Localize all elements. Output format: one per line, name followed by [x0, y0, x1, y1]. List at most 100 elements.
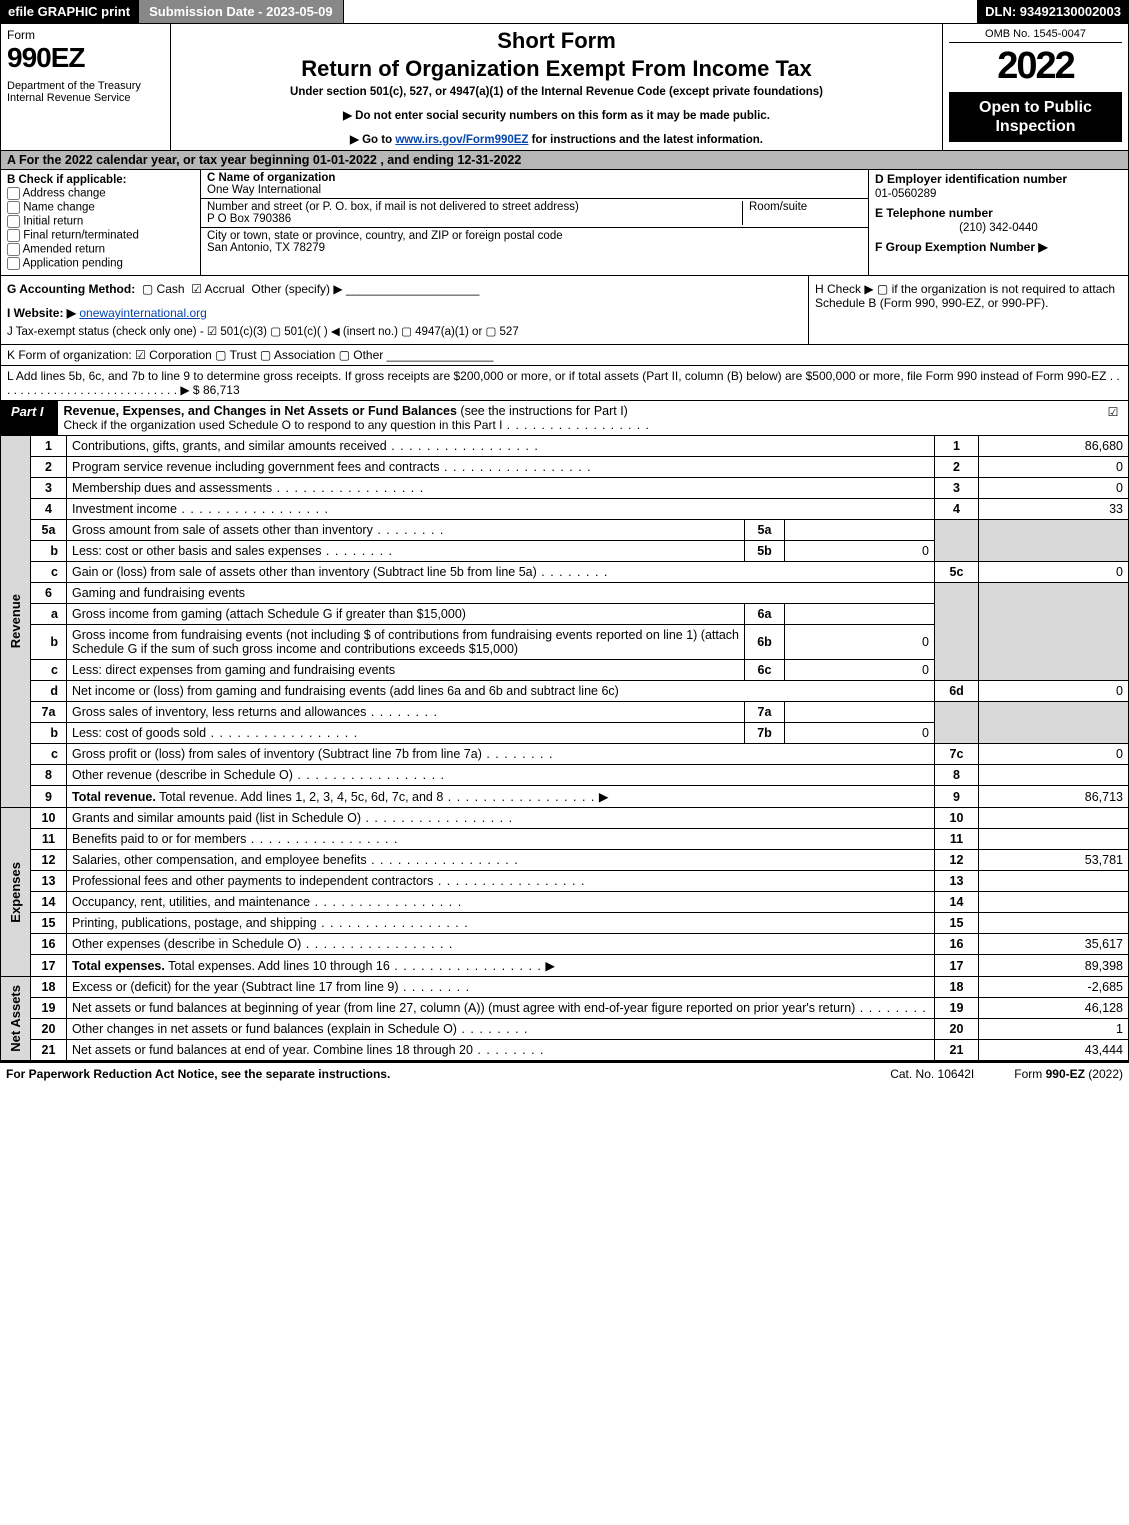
form-word: Form	[7, 28, 164, 42]
ln9-desc: Total revenue. Total revenue. Add lines …	[67, 786, 935, 808]
chk-application-pending[interactable]: Application pending	[7, 257, 194, 270]
omb-number: OMB No. 1545-0047	[949, 28, 1122, 43]
chk-amended-return[interactable]: Amended return	[7, 243, 194, 256]
row-l: L Add lines 5b, 6c, and 7b to line 9 to …	[0, 366, 1129, 401]
ln2-desc: Program service revenue including govern…	[67, 457, 935, 478]
ln8-desc: Other revenue (describe in Schedule O)	[67, 765, 935, 786]
main-title: Return of Organization Exempt From Incom…	[179, 56, 934, 82]
h-box: H Check ▶ ▢ if the organization is not r…	[808, 276, 1128, 344]
j-tax-exempt: J Tax-exempt status (check only one) - ☑…	[7, 324, 802, 338]
ln12-desc: Salaries, other compensation, and employ…	[67, 850, 935, 871]
ln7a-desc: Gross sales of inventory, less returns a…	[67, 702, 745, 723]
header-right: OMB No. 1545-0047 2022 Open to Public In…	[943, 24, 1128, 150]
ln6d-desc: Net income or (loss) from gaming and fun…	[67, 681, 935, 702]
ln1-desc: Contributions, gifts, grants, and simila…	[67, 436, 935, 457]
part1-tag: Part I	[1, 401, 58, 435]
goto-line: ▶ Go to www.irs.gov/Form990EZ for instru…	[179, 132, 934, 146]
part1-header: Part I Revenue, Expenses, and Changes in…	[0, 401, 1129, 436]
chk-initial-return[interactable]: Initial return	[7, 215, 194, 228]
row-a-tax-year: A For the 2022 calendar year, or tax yea…	[0, 151, 1129, 170]
ln11-desc: Benefits paid to or for members	[67, 829, 935, 850]
short-form-title: Short Form	[179, 28, 934, 54]
efile-label[interactable]: efile GRAPHIC print	[0, 0, 138, 23]
ln5a-desc: Gross amount from sale of assets other t…	[67, 520, 745, 541]
d-ein-value: 01-0560289	[875, 188, 1122, 200]
ln6a-desc: Gross income from gaming (attach Schedul…	[67, 604, 745, 625]
col-b: B Check if applicable: Address change Na…	[1, 170, 201, 275]
i-website: I Website: ▶ onewayinternational.org	[7, 306, 802, 320]
ln17-desc: Total expenses. Total expenses. Add line…	[67, 955, 935, 977]
submission-date: Submission Date - 2023-05-09	[138, 0, 344, 23]
page-footer: For Paperwork Reduction Act Notice, see …	[0, 1061, 1129, 1085]
i-website-link[interactable]: onewayinternational.org	[79, 306, 206, 320]
ln21-desc: Net assets or fund balances at end of ye…	[67, 1040, 935, 1061]
part1-checkbox[interactable]: ☑	[1098, 401, 1128, 435]
goto-link[interactable]: www.irs.gov/Form990EZ	[395, 134, 528, 146]
vlabel-netassets: Net Assets	[6, 981, 25, 1056]
dln-label: DLN: 93492130002003	[977, 0, 1129, 23]
g-label: G Accounting Method:	[7, 282, 135, 296]
ln6-desc: Gaming and fundraising events	[67, 583, 935, 604]
chk-name-change[interactable]: Name change	[7, 201, 194, 214]
l-text: L Add lines 5b, 6c, and 7b to line 9 to …	[7, 369, 1120, 397]
top-bar: efile GRAPHIC print Submission Date - 20…	[0, 0, 1129, 24]
vlabel-revenue: Revenue	[6, 590, 25, 652]
c-city-value: San Antonio, TX 78279	[207, 242, 862, 254]
c-name-value: One Way International	[207, 184, 862, 196]
ln6b-desc: Gross income from fundraising events (no…	[67, 625, 745, 660]
part1-check-line: Check if the organization used Schedule …	[64, 418, 1092, 432]
ln6c-desc: Less: direct expenses from gaming and fu…	[67, 660, 745, 681]
ln7c-desc: Gross profit or (loss) from sales of inv…	[67, 744, 935, 765]
chk-address-change[interactable]: Address change	[7, 187, 194, 200]
c-city-row: City or town, state or province, country…	[201, 228, 868, 256]
form-number: 990EZ	[7, 42, 164, 74]
c-city-label: City or town, state or province, country…	[207, 230, 563, 242]
ln1-num: 1	[31, 436, 67, 457]
ln4-desc: Investment income	[67, 499, 935, 520]
g-cash[interactable]: Cash	[157, 282, 185, 296]
d-ein-label: D Employer identification number	[875, 172, 1122, 186]
ln5b-desc: Less: cost or other basis and sales expe…	[67, 541, 745, 562]
ln10-desc: Grants and similar amounts paid (list in…	[67, 808, 935, 829]
part1-table: Revenue 1 Contributions, gifts, grants, …	[0, 436, 1129, 1061]
ln14-desc: Occupancy, rent, utilities, and maintena…	[67, 892, 935, 913]
gh-left: G Accounting Method: ▢ Cash ☑ Accrual Ot…	[1, 276, 808, 344]
c-addr-row: Number and street (or P. O. box, if mail…	[201, 199, 868, 228]
c-addr-value: P O Box 790386	[207, 213, 742, 225]
ssn-note: ▶ Do not enter social security numbers o…	[179, 108, 934, 122]
f-group-label: F Group Exemption Number ▶	[875, 240, 1122, 254]
ln3-desc: Membership dues and assessments	[67, 478, 935, 499]
ln1-rn: 1	[935, 436, 979, 457]
g-other[interactable]: Other (specify) ▶	[251, 282, 342, 296]
footer-form: Form 990-EZ (2022)	[1014, 1067, 1123, 1081]
open-to-public: Open to Public Inspection	[949, 92, 1122, 142]
tax-year: 2022	[949, 45, 1122, 88]
row-k: K Form of organization: ☑ Corporation ▢ …	[0, 345, 1129, 366]
goto-post: for instructions and the latest informat…	[528, 134, 763, 146]
chk-final-return[interactable]: Final return/terminated	[7, 229, 194, 242]
e-tel-value: (210) 342-0440	[875, 222, 1122, 234]
form-header: Form 990EZ Department of the Treasury In…	[0, 24, 1129, 151]
ln13-desc: Professional fees and other payments to …	[67, 871, 935, 892]
section-bcd: B Check if applicable: Address change Na…	[0, 170, 1129, 276]
ln19-desc: Net assets or fund balances at beginning…	[67, 998, 935, 1019]
header-center: Short Form Return of Organization Exempt…	[171, 24, 943, 150]
section-ghij: G Accounting Method: ▢ Cash ☑ Accrual Ot…	[0, 276, 1129, 345]
l-amt: 86,713	[203, 383, 240, 397]
vlabel-expenses: Expenses	[6, 858, 25, 927]
h-text: H Check ▶ ▢ if the organization is not r…	[815, 282, 1115, 310]
ln15-desc: Printing, publications, postage, and shi…	[67, 913, 935, 934]
ln18-desc: Excess or (deficit) for the year (Subtra…	[67, 977, 935, 998]
goto-pre: ▶ Go to	[350, 134, 395, 146]
header-left: Form 990EZ Department of the Treasury In…	[1, 24, 171, 150]
topbar-spacer	[344, 0, 978, 23]
c-name-row: C Name of organization One Way Internati…	[201, 170, 868, 199]
e-tel-label: E Telephone number	[875, 206, 1122, 220]
g-accrual[interactable]: Accrual	[205, 282, 245, 296]
room-suite: Room/suite	[742, 201, 862, 225]
c-name-label: C Name of organization	[207, 172, 335, 184]
part1-title: Revenue, Expenses, and Changes in Net As…	[58, 401, 1098, 435]
col-c: C Name of organization One Way Internati…	[201, 170, 868, 275]
dept-label: Department of the Treasury Internal Reve…	[7, 80, 164, 104]
subtitle: Under section 501(c), 527, or 4947(a)(1)…	[179, 86, 934, 98]
